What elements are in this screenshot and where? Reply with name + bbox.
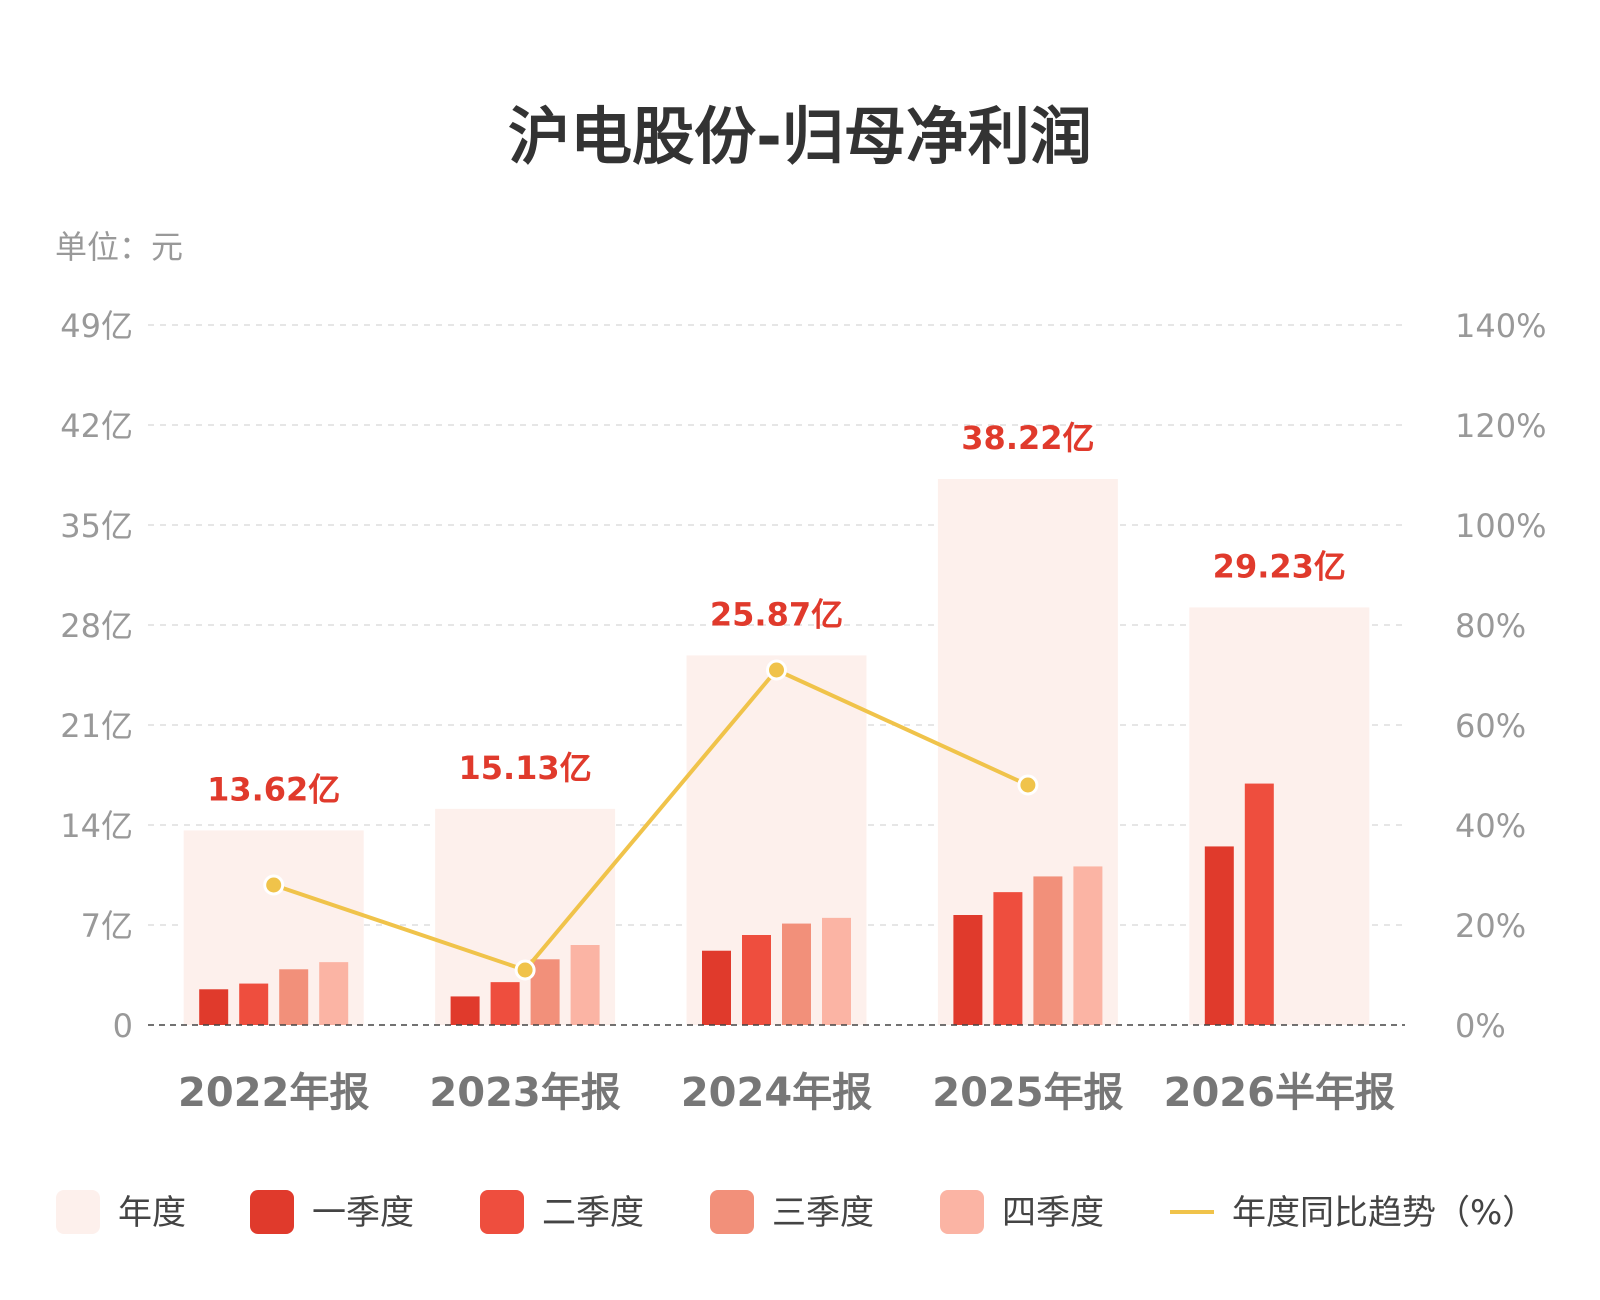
legend-label: 一季度	[312, 1193, 414, 1233]
legend-swatch	[56, 1190, 100, 1234]
x-category-label: 2025年报	[932, 1070, 1123, 1116]
quarter-bar	[702, 950, 731, 1025]
trend-polyline	[273, 667, 1029, 973]
y2-tick-label: 40%	[1455, 807, 1526, 845]
annual-total-labels: 13.62亿 15.13亿 25.87亿 38.22亿 29.23亿	[207, 419, 1346, 808]
quarter-bar	[742, 935, 771, 1025]
legend: 年度 一季度 二季度 三季度 四季度 年度同比趋势（%）	[56, 1190, 1536, 1234]
y-tick-label: 21亿	[60, 707, 133, 745]
legend-swatch	[250, 1190, 294, 1234]
y-tick-label: 42亿	[60, 407, 133, 445]
y2-tick-label: 100%	[1455, 507, 1546, 545]
y2-axis: 0% 20% 40% 60% 80% 100% 120% 140%	[1455, 307, 1546, 1045]
x-category-label: 2022年报	[178, 1070, 369, 1116]
trend-line	[263, 659, 1039, 981]
legend-swatch	[710, 1190, 754, 1234]
annual-total-label: 15.13亿	[458, 749, 591, 787]
quarter-bar	[1204, 846, 1234, 1025]
quarter-bar	[1033, 876, 1063, 1025]
quarter-bar	[319, 962, 349, 1025]
quarter-bars	[199, 783, 1274, 1025]
legend-label: 二季度	[542, 1193, 644, 1233]
x-category-label: 2026半年报	[1164, 1070, 1395, 1116]
quarter-bar	[782, 923, 811, 1025]
quarter-bar	[239, 983, 269, 1025]
quarter-bar	[490, 982, 520, 1025]
x-axis-categories: 2022年报 2023年报 2024年报 2025年报 2026半年报	[178, 1070, 1395, 1116]
quarter-bar	[822, 917, 851, 1025]
y2-tick-label: 120%	[1455, 407, 1546, 445]
quarter-bar	[279, 969, 309, 1025]
unit-label: 单位：元	[55, 228, 183, 266]
annual-bars	[183, 479, 1370, 1025]
x-category-label: 2023年报	[429, 1070, 620, 1116]
y2-tick-label: 20%	[1455, 907, 1526, 945]
trend-point	[514, 959, 536, 981]
legend-swatch	[940, 1190, 984, 1234]
quarter-bar	[199, 989, 229, 1025]
legend-label: 四季度	[1002, 1193, 1104, 1233]
y-tick-label: 14亿	[60, 807, 133, 845]
legend-swatch	[480, 1190, 524, 1234]
y-tick-label: 49亿	[60, 307, 133, 345]
y-tick-label: 0	[113, 1007, 133, 1045]
y2-tick-label: 60%	[1455, 707, 1526, 745]
annual-total-label: 38.22亿	[961, 419, 1094, 457]
quarter-bar	[953, 915, 983, 1025]
y2-tick-label: 0%	[1455, 1007, 1506, 1045]
trend-point	[263, 874, 285, 896]
quarter-bar	[1244, 783, 1274, 1025]
y-tick-label: 35亿	[60, 507, 133, 545]
annual-total-label: 13.62亿	[207, 770, 340, 808]
legend-label: 年度同比趋势（%）	[1232, 1193, 1536, 1233]
legend-label: 三季度	[772, 1193, 874, 1233]
chart-title: 沪电股份-归母净利润	[508, 100, 1092, 173]
y-tick-label: 7亿	[81, 907, 133, 945]
annual-total-label: 25.87亿	[710, 595, 843, 633]
trend-point	[766, 659, 787, 681]
quarter-bar	[570, 945, 600, 1025]
y2-tick-label: 140%	[1455, 307, 1546, 345]
quarter-bar	[993, 892, 1023, 1025]
quarter-bar	[450, 996, 480, 1025]
y2-tick-label: 80%	[1455, 607, 1526, 645]
annual-total-label: 29.23亿	[1213, 547, 1346, 585]
legend-label: 年度	[118, 1193, 186, 1233]
trend-point	[1017, 774, 1039, 796]
quarter-bar	[1073, 866, 1103, 1025]
y-tick-label: 28亿	[60, 607, 133, 645]
y-axis: 0 7亿 14亿 21亿 28亿 35亿 42亿 49亿	[60, 307, 133, 1045]
x-category-label: 2024年报	[681, 1070, 872, 1116]
